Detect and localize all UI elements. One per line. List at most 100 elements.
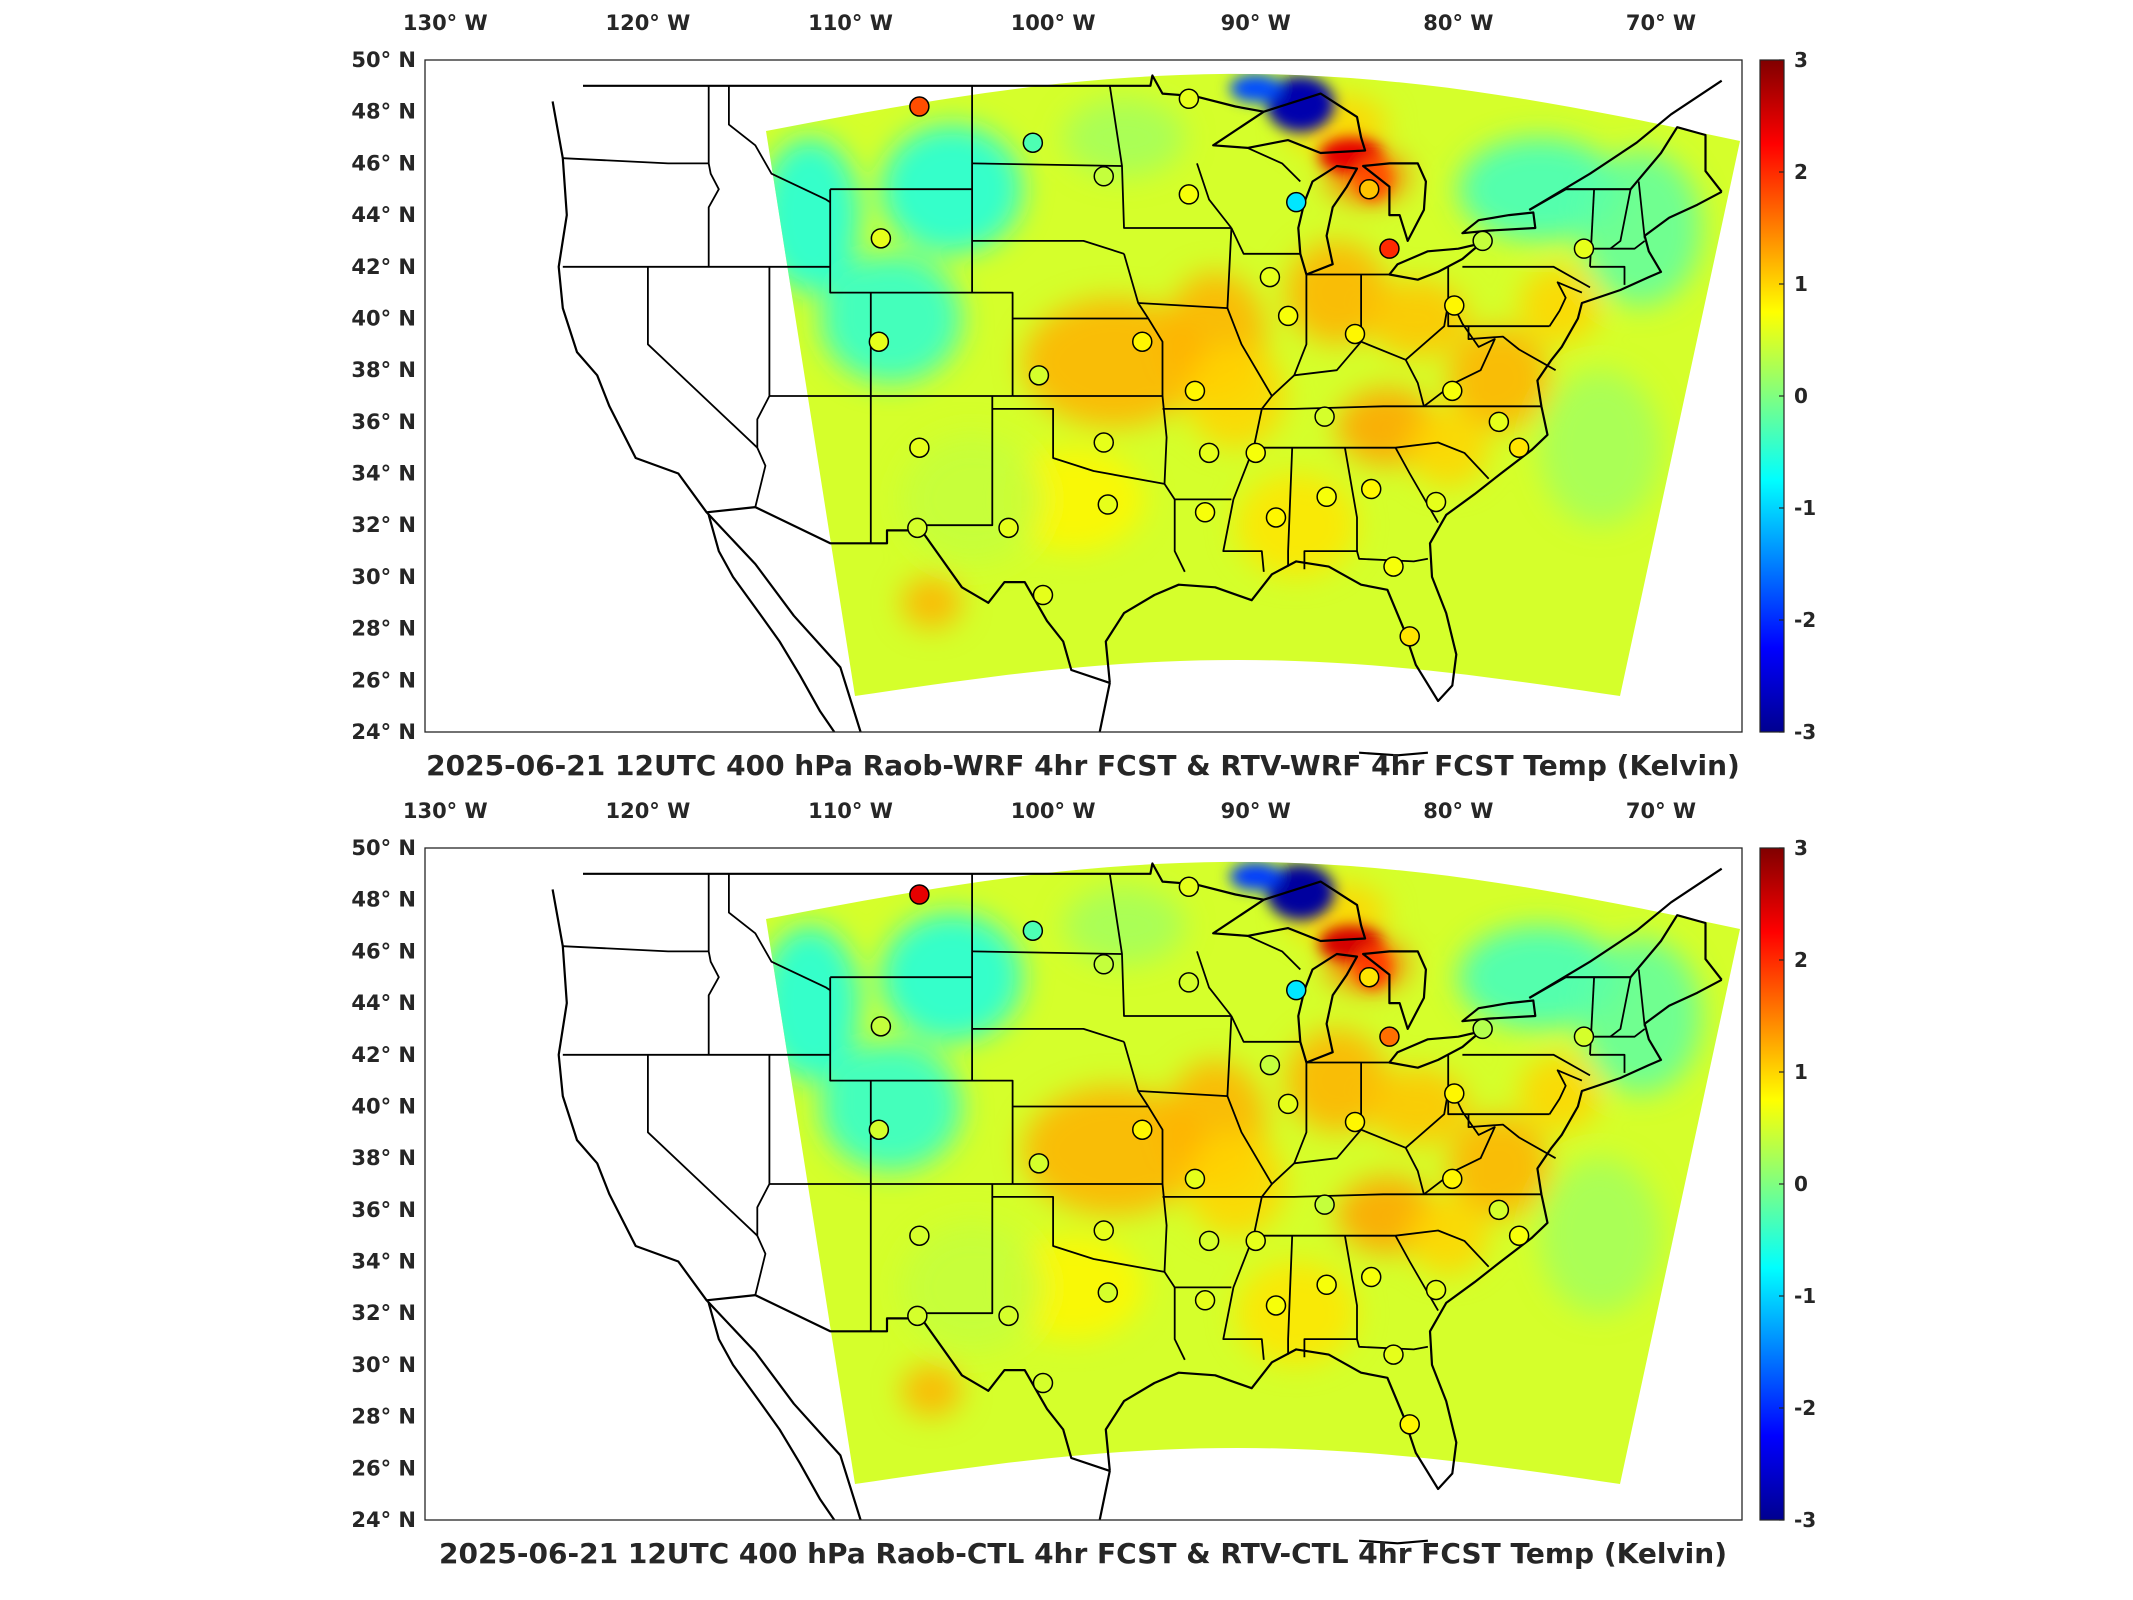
station-marker [870,228,892,249]
station-marker [1032,584,1054,606]
colorbar-tick-label: -1 [1794,496,1816,520]
station-marker [1184,380,1206,402]
station-marker [1022,132,1044,153]
lon-tick-label: 130° W [403,799,488,823]
station-marker [1178,972,1200,993]
station-marker [909,884,930,905]
colorbar-tick-label: 3 [1794,836,1808,860]
lat-tick-label: 26° N [351,1456,416,1480]
station-marker [1316,1274,1337,1296]
station-marker [1194,1290,1216,1311]
station-marker [1198,442,1220,464]
temperature-difference-field [766,861,1740,1484]
lat-tick-label: 42° N [351,1043,416,1067]
lon-tick-label: 100° W [1011,799,1096,823]
station-marker [1358,966,1380,988]
station-marker [868,1119,890,1140]
station-marker [1132,331,1153,352]
station-marker [1032,1372,1054,1394]
colorbar-tick-label: 1 [1794,272,1808,296]
colorbar-tick-label: 2 [1794,160,1808,184]
map-panel-top: 130° W 120° W 110° W 100° W 90° W 80° W 70° W 5… [351,11,1816,782]
panel-title: 2025-06-21 12UTC 400 hPa Raob-CTL 4hr FC… [439,1537,1727,1570]
lon-tick-label: 90° W [1221,11,1291,35]
station-marker [1508,437,1530,458]
station-marker [1178,184,1200,205]
station-marker [1097,1282,1119,1303]
station-marker [1399,1414,1420,1435]
station-marker [907,517,928,539]
station-marker [1259,1054,1281,1076]
station-marker [1285,979,1307,1001]
lon-tick-label: 90° W [1221,799,1291,823]
station-marker [1360,478,1382,500]
lat-tick-label: 42° N [351,255,416,279]
station-marker [1358,178,1380,200]
station-marker [1383,1344,1404,1365]
station-marker [1344,323,1366,345]
station-marker [1178,88,1200,110]
station-marker [998,1305,1019,1327]
station-marker [1425,1279,1447,1301]
station-marker [1379,238,1400,259]
station-marker [1132,1119,1153,1140]
station-marker [1093,432,1115,453]
station-marker [1028,1153,1050,1174]
lat-tick-label: 32° N [351,1301,416,1325]
lat-tick-label: 24° N [351,720,416,744]
station-marker [1425,491,1447,513]
colorbar-tick-label: -3 [1794,1508,1816,1532]
station-marker [1508,1225,1530,1246]
station-marker [1194,502,1216,523]
station-marker [998,517,1019,539]
colorbar-tick-label: 1 [1794,1060,1808,1084]
lon-tick-label: 70° W [1626,11,1696,35]
lat-tick-label: 36° N [351,1198,416,1222]
lat-tick-label: 44° N [351,203,416,227]
lon-tick-label: 130° W [403,11,488,35]
map-panel-bottom: 130° W 120° W 110° W 100° W 90° W 80° W 70° W 5… [351,799,1816,1570]
station-marker [1093,954,1115,975]
station-marker [1093,166,1115,187]
coastlines-and-borders [551,74,1723,757]
lat-tick-label: 40° N [351,1094,416,1118]
station-marker [909,437,930,458]
station-marker [1277,305,1299,327]
lat-tick-label: 28° N [351,1405,416,1429]
station-marker [1488,411,1510,433]
station-marker [1097,494,1119,515]
lat-tick-label: 30° N [351,565,416,589]
station-marker [1472,1018,1493,1040]
lat-tick-label: 48° N [351,888,416,912]
lat-tick-label: 46° N [351,151,416,175]
lon-tick-label: 120° W [605,799,690,823]
lat-tick-label: 26° N [351,668,416,692]
lon-tick-label: 120° W [605,11,690,35]
lat-tick-label: 28° N [351,617,416,641]
station-marker [1314,406,1335,427]
station-marker [1399,626,1420,647]
lat-tick-label: 48° N [351,100,416,124]
station-marker [1314,1194,1335,1215]
colorbar-tick-label: 3 [1794,48,1808,72]
colorbar-tick-label: -1 [1794,1284,1816,1308]
coastlines-and-borders [551,862,1723,1545]
raob-stations [868,876,1595,1435]
station-marker [1178,876,1200,898]
colorbar-tick-label: 0 [1794,1172,1808,1196]
station-marker [1245,442,1266,464]
station-marker [909,96,930,117]
station-marker [1245,1230,1266,1252]
station-marker [1379,1026,1400,1047]
station-marker [1472,230,1493,252]
station-marker [1573,1026,1595,1047]
station-marker [1442,1168,1463,1190]
station-marker [1444,295,1465,316]
colorbar-tick-label: -2 [1794,1396,1816,1420]
station-marker [1360,1266,1382,1288]
lon-tick-label: 80° W [1423,11,1493,35]
station-marker [1022,920,1044,941]
panel-title: 2025-06-21 12UTC 400 hPa Raob-WRF 4hr FC… [426,749,1740,782]
raob-stations [868,88,1595,647]
